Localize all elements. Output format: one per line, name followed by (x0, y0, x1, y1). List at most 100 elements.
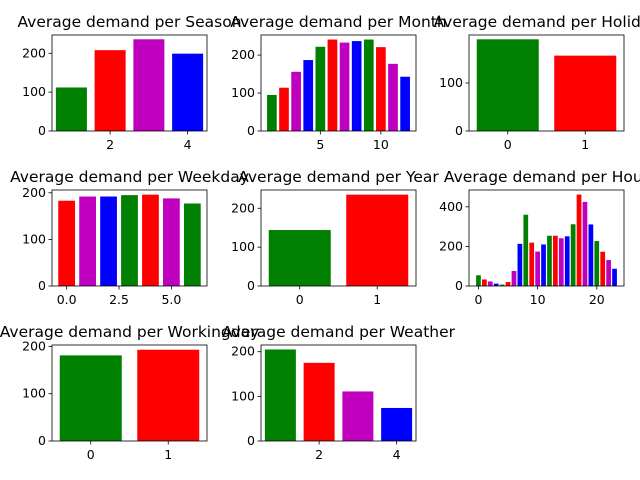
bar (476, 39, 539, 131)
subplot-title: Average demand per Season (17, 13, 241, 31)
subplot-7: 0 100 200 0 1 Average demand per Workingday (0, 323, 259, 462)
y-tick-label: 0 (38, 123, 46, 138)
x-tick-label: 0 (504, 137, 512, 152)
axes-frame (51, 34, 208, 132)
bar (541, 244, 546, 286)
y-tick-label: 100 (439, 75, 463, 90)
bar (342, 391, 374, 441)
bar (517, 243, 523, 286)
y-tick-label: 0 (455, 123, 463, 138)
bar (133, 39, 165, 131)
bar (142, 194, 159, 286)
bar (388, 63, 398, 132)
subplot-title: Average demand per Workingday (0, 323, 259, 341)
bar (346, 194, 409, 286)
bar (499, 284, 505, 286)
bar (482, 279, 487, 286)
y-tick-label: 200 (231, 344, 255, 359)
x-tick-label: 5.0 (161, 292, 181, 307)
bar (400, 76, 410, 131)
axes-frame (260, 344, 417, 442)
bar (381, 407, 413, 441)
bar (121, 195, 138, 286)
x-tick-label: 2 (315, 447, 323, 462)
subplot-title: Average demand per Hour (444, 168, 640, 186)
x-tick-label: 10 (373, 137, 389, 152)
subplot-title: Average demand per Weekday (10, 168, 249, 186)
y-tick-label: 100 (231, 388, 255, 403)
bar (59, 355, 122, 441)
bar (100, 196, 117, 286)
bar (339, 42, 350, 132)
bar (564, 236, 570, 286)
x-tick-label: 0 (87, 447, 95, 462)
x-tick-label: 2 (106, 137, 114, 152)
bar (553, 235, 558, 286)
bar (511, 270, 517, 286)
subplot-8: 0 100 200 2 4 Average demand per Weather (222, 323, 456, 462)
y-tick-label: 200 (22, 338, 46, 353)
bar (291, 71, 301, 131)
x-tick-label: 1 (581, 137, 589, 152)
bar (376, 47, 386, 131)
subplot-4: 0 100 200 0.0 2.5 5.0 Average demand per Weekd… (10, 168, 249, 307)
x-tick-label: 0 (474, 292, 482, 307)
y-tick-label: 100 (22, 386, 46, 401)
y-tick-label: 100 (22, 84, 46, 99)
y-tick-label: 200 (22, 45, 46, 60)
bar (554, 55, 617, 131)
bar (582, 201, 588, 286)
bar (606, 260, 611, 286)
bar (363, 39, 374, 131)
bar (267, 94, 277, 131)
bar (279, 87, 289, 131)
y-tick-label: 200 (231, 200, 255, 215)
subplot-2: 0 100 200 5 10 Average demand per Month (230, 13, 446, 152)
x-tick-label: 0.0 (57, 292, 77, 307)
bar (303, 362, 335, 441)
subplot-1: 0 100 200 2 4 Average demand per Season (17, 13, 241, 152)
bar (476, 275, 481, 286)
y-tick-label: 400 (439, 199, 463, 214)
y-tick-label: 0 (247, 123, 255, 138)
y-tick-label: 200 (231, 47, 255, 62)
bar (264, 349, 296, 441)
bar (58, 200, 76, 286)
y-tick-label: 200 (22, 185, 46, 200)
subplot-title: Average demand per Weather (222, 323, 456, 341)
bar (547, 235, 552, 286)
axes-frame (51, 189, 208, 287)
x-tick-label: 20 (589, 292, 605, 307)
x-tick-label: 1 (373, 292, 381, 307)
y-tick-label: 0 (247, 278, 255, 293)
x-tick-label: 10 (530, 292, 546, 307)
x-tick-label: 4 (184, 137, 192, 152)
bar (600, 251, 606, 286)
subplot-title: Average demand per Month (230, 13, 446, 31)
y-tick-label: 0 (247, 433, 255, 448)
y-tick-label: 0 (38, 433, 46, 448)
bar (163, 198, 180, 286)
bar (487, 281, 493, 286)
x-tick-label: 2.5 (109, 292, 129, 307)
bar (493, 283, 499, 286)
x-tick-label: 1 (164, 447, 172, 462)
bar (505, 282, 511, 286)
y-tick-label: 0 (38, 278, 46, 293)
bar (79, 196, 96, 286)
bar (351, 41, 362, 131)
bar (523, 214, 529, 286)
bar (529, 242, 535, 286)
y-tick-label: 200 (439, 238, 463, 253)
axes-frame (51, 344, 208, 442)
x-tick-label: 4 (393, 447, 401, 462)
bar (268, 230, 331, 286)
bar (172, 53, 204, 131)
bar (588, 224, 594, 286)
bar (535, 251, 540, 286)
bar (327, 39, 338, 131)
subplot-3: 0 100 0 1 Average demand per Holiday (433, 13, 640, 152)
bar (612, 268, 617, 286)
bar (576, 194, 582, 286)
